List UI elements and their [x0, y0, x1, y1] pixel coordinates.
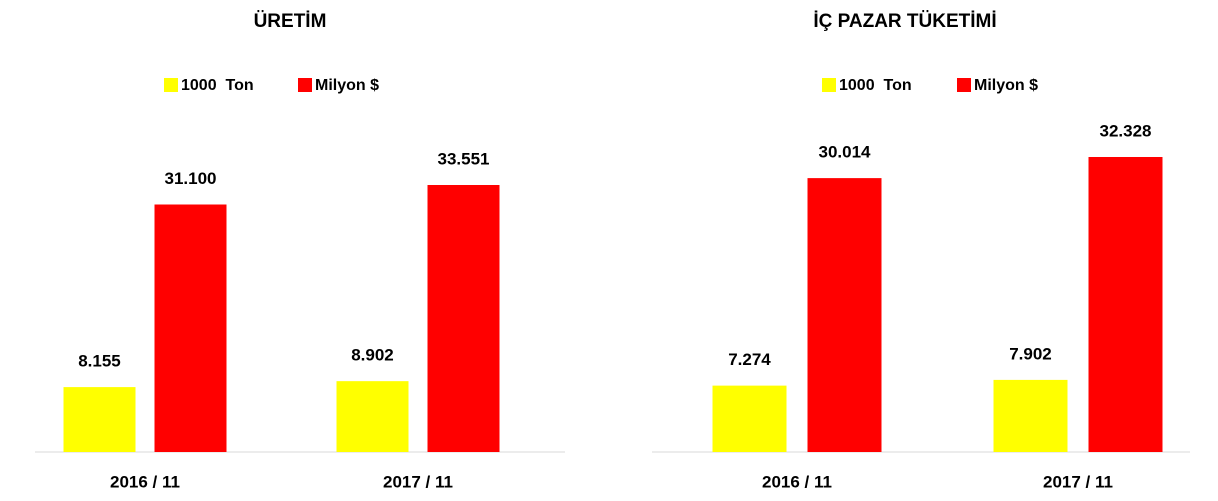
chart-title: İÇ PAZAR TÜKETİMİ [813, 11, 996, 32]
value-label: 7.902 [1009, 344, 1052, 363]
value-label: 7.274 [728, 350, 771, 369]
bar [427, 185, 500, 452]
x-tick-label: 2016 / 11 [762, 472, 832, 491]
legend-swatch [298, 78, 312, 92]
legend-label: 1000 Ton [839, 77, 912, 94]
bar [154, 204, 227, 452]
bar [63, 387, 136, 452]
legend-swatch [822, 78, 836, 92]
legend-label: Milyon $ [315, 77, 379, 94]
bar [712, 385, 787, 452]
value-label: 32.328 [1100, 121, 1152, 140]
x-tick-label: 2017 / 11 [1043, 472, 1113, 491]
bar [807, 178, 882, 452]
bar [336, 381, 409, 452]
x-tick-label: 2017 / 11 [383, 472, 453, 491]
value-label: 33.551 [438, 149, 490, 168]
chart-title: ÜRETİM [254, 11, 327, 32]
value-label: 31.100 [165, 169, 217, 188]
value-label: 30.014 [819, 143, 872, 162]
x-tick-label: 2016 / 11 [110, 472, 180, 491]
bar [993, 379, 1068, 452]
legend-label: 1000 Ton [181, 77, 254, 94]
value-label: 8.155 [78, 352, 121, 371]
value-label: 8.902 [351, 346, 394, 365]
bar [1088, 157, 1163, 452]
legend-label: Milyon $ [974, 77, 1038, 94]
legend-swatch [164, 78, 178, 92]
legend-swatch [957, 78, 971, 92]
